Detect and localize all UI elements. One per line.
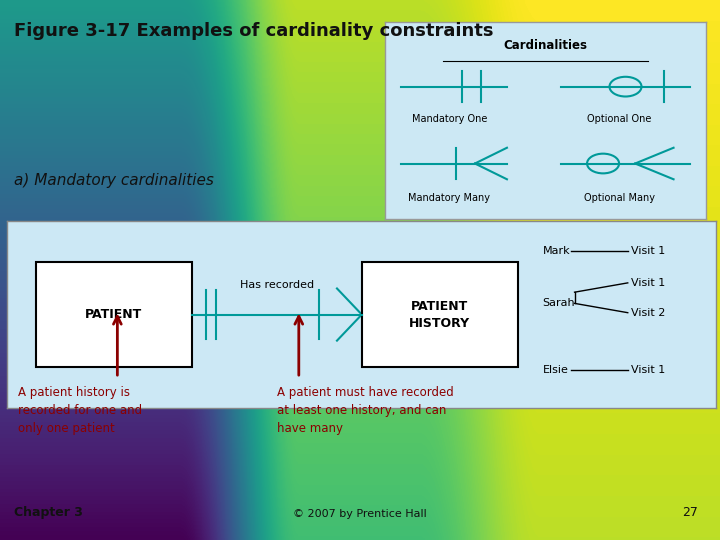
Text: Figure 3-17 Examples of cardinality constraints: Figure 3-17 Examples of cardinality cons… xyxy=(14,22,494,39)
Text: © 2007 by Prentice Hall: © 2007 by Prentice Hall xyxy=(293,509,427,519)
Text: A patient history is
recorded for one and
only one patient: A patient history is recorded for one an… xyxy=(18,386,142,435)
Text: A patient must have recorded
at least one history, and can
have many: A patient must have recorded at least on… xyxy=(277,386,454,435)
Text: a) Mandatory cardinalities: a) Mandatory cardinalities xyxy=(14,173,215,188)
Text: 27: 27 xyxy=(683,507,698,519)
Text: Chapter 3: Chapter 3 xyxy=(14,507,84,519)
